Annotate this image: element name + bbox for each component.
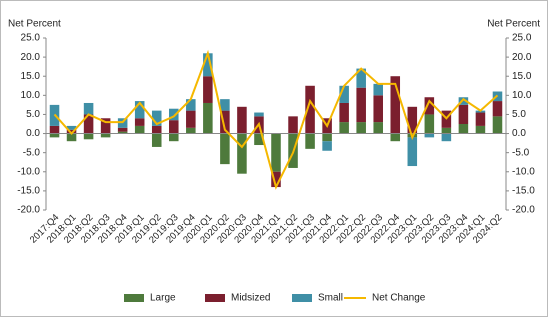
bar-segment (117, 127, 128, 132)
y-tick-label: 5.0 (26, 109, 40, 120)
legend-swatch (124, 294, 144, 302)
legend-swatch (292, 294, 312, 302)
y2-tick-label: 25.0 (512, 33, 532, 44)
bar-segment (373, 122, 383, 134)
bar-segment (169, 120, 179, 134)
bar-segment (254, 112, 264, 117)
y-tick-label: -20.0 (17, 205, 40, 216)
bar-segment (220, 133, 230, 165)
bar-segment (186, 127, 196, 134)
legend-label: Net Change (372, 293, 426, 304)
bar-segment (134, 101, 145, 119)
legend-label: Small (318, 293, 343, 304)
y2-tick-label: -20.0 (512, 205, 535, 216)
bar-segment (356, 122, 366, 134)
bar-segment (83, 102, 94, 115)
bar-segment (373, 95, 383, 123)
y2-tick-label: 15.0 (512, 71, 532, 82)
bar-segment (203, 102, 213, 134)
y-tick-label: -15.0 (17, 186, 40, 197)
y-tick-label: 15.0 (21, 71, 41, 82)
bar-segment (203, 53, 213, 77)
legend-swatch (205, 294, 225, 302)
y-tick-label: 0.0 (26, 128, 40, 139)
bar-segment (100, 133, 111, 138)
bar-segment (66, 133, 77, 142)
bar-segment (305, 133, 315, 149)
y-tick-label: 20.0 (21, 52, 41, 63)
bar-segment (356, 68, 366, 88)
bar-segment (339, 102, 349, 123)
bar-segment (424, 97, 435, 115)
bar-segment (169, 133, 179, 142)
bar-segment (271, 171, 281, 188)
y-axis-title: Net Percent (8, 19, 61, 30)
legend-label: Midsized (231, 293, 270, 304)
bar-segment (151, 133, 162, 147)
bar-segment (339, 85, 349, 103)
bar-segment (458, 124, 469, 134)
bar-segment (492, 116, 503, 134)
bar-segment (390, 76, 401, 134)
bar-segment (339, 122, 349, 134)
bar-segment (66, 129, 77, 134)
y2-tick-label: -5.0 (512, 147, 530, 158)
bar-segment (186, 110, 196, 128)
bar-segment (407, 106, 418, 134)
bar-segment (322, 141, 332, 151)
y-tick-label: 25.0 (21, 33, 41, 44)
bar-segment (288, 116, 298, 134)
bar-segment (475, 125, 486, 134)
bar-segment (356, 87, 366, 123)
bar-segment (100, 118, 111, 134)
y-tick-label: 10.0 (21, 90, 41, 101)
bar-segment (83, 114, 94, 134)
y-tick-label: -10.0 (17, 166, 40, 177)
legend-label: Large (150, 293, 176, 304)
bar-segment (492, 101, 503, 117)
bar-segment (66, 125, 77, 130)
bar-segment (424, 114, 435, 134)
bar-segment (151, 125, 162, 134)
y2-tick-label: -10.0 (512, 166, 535, 177)
y2-tick-label: -15.0 (512, 186, 535, 197)
bar-segment (373, 83, 383, 96)
y-tick-label: -5.0 (23, 147, 41, 158)
bar-segment (407, 137, 418, 167)
bar-segment (134, 125, 145, 134)
bar-segment (458, 104, 469, 124)
net-change-line (53, 49, 499, 190)
bar-segment (305, 85, 315, 134)
bar-segment (117, 131, 128, 134)
bar-segment (151, 110, 162, 126)
y2-tick-label: 5.0 (512, 109, 526, 120)
bar-segment (83, 133, 94, 140)
y2-tick-label: 0.0 (512, 128, 526, 139)
bar-segment (271, 133, 281, 172)
bar-segment (458, 97, 469, 105)
bar-segment (169, 108, 179, 121)
bar-segment (322, 133, 332, 142)
bar-segment (134, 118, 145, 126)
y2-tick-label: 10.0 (512, 90, 532, 101)
bar-segment (49, 125, 60, 134)
bar-segment (203, 76, 213, 103)
bar-segment (441, 127, 452, 134)
bar-segment (186, 99, 196, 111)
bar-segment (220, 110, 230, 134)
bar-segment (390, 133, 401, 142)
bar-segment (220, 99, 230, 111)
bar-segment (237, 133, 247, 174)
bar-segment (441, 133, 452, 142)
bar-segment (254, 133, 264, 146)
bar-segment (424, 133, 435, 138)
y2-axis-title: Net Percent (487, 19, 540, 30)
bar-segment (237, 106, 247, 134)
bar-segment (475, 112, 486, 126)
bar-segment (49, 133, 60, 138)
y2-tick-label: 20.0 (512, 52, 532, 63)
